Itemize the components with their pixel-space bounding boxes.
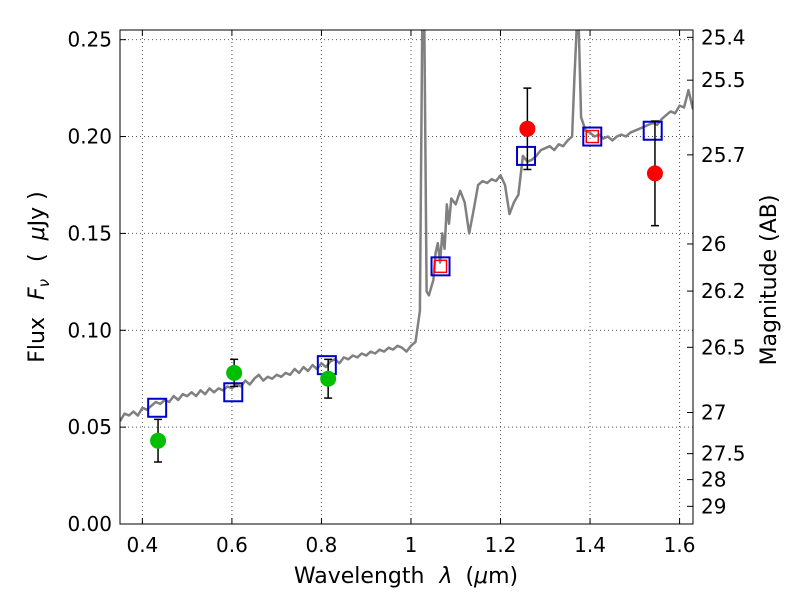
spectrum-layer: [120, 30, 693, 422]
y2-axis-label: Magnitude (AB): [757, 195, 782, 366]
model-point: [516, 145, 537, 166]
x-tick-label: 1.6: [664, 533, 696, 557]
x-axis-label: Wavelength λ (μm): [294, 564, 518, 589]
y2-tick-label: 26.5: [701, 335, 746, 359]
x-tick-label: 0.6: [216, 533, 248, 557]
model-point: [223, 382, 244, 403]
spectrum-line: [120, 30, 693, 422]
model-point: [430, 256, 451, 277]
model-points-layer: [147, 120, 663, 418]
y-tick-label: 0.00: [67, 512, 112, 536]
y-tick-label: 0.25: [67, 28, 112, 52]
observed-point: [226, 364, 243, 381]
observed-points-layer: [150, 87, 663, 463]
y2-tick-label: 29: [701, 494, 726, 518]
x-tick-label: 1.2: [485, 533, 517, 557]
y-axis-ticks: 0.00 0.05 0.10 0.15 0.20 0.25: [67, 28, 126, 536]
model-point: [582, 126, 603, 147]
x-axis-ticks: 0.4 0.6 0.8 1 1.2 1.4 1.6: [126, 30, 695, 557]
model-point: [147, 397, 168, 418]
y-tick-label: 0.10: [67, 318, 112, 342]
model-point-inner: [433, 259, 448, 274]
x-tick-label: 0.4: [126, 533, 158, 557]
y2-tick-label: 25.5: [701, 68, 746, 92]
y2-tick-label: 27.5: [701, 442, 746, 466]
y2-tick-label: 26.2: [701, 279, 746, 303]
y2-tick-label: 27: [701, 401, 726, 425]
observed-point: [150, 432, 167, 449]
observed-point: [320, 370, 337, 387]
x-tick-label: 1: [405, 533, 418, 557]
y-axis-label: Flux Fν ( μJy ): [25, 191, 55, 362]
x-tick-label: 1.4: [574, 533, 606, 557]
y2-tick-label: 25.4: [701, 25, 746, 49]
y-tick-label: 0.20: [67, 125, 112, 149]
x-tick-label: 0.8: [306, 533, 338, 557]
grid: [120, 30, 693, 525]
observed-point: [519, 120, 536, 137]
y2-tick-label: 26: [701, 232, 726, 256]
y2-tick-label: 25.7: [701, 143, 746, 167]
y-tick-label: 0.05: [67, 415, 112, 439]
y-tick-label: 0.15: [67, 221, 112, 245]
observed-point: [646, 165, 663, 182]
model-point-inner: [585, 129, 600, 144]
plot-frame: [119, 29, 694, 525]
y2-tick-label: 28: [701, 468, 726, 492]
